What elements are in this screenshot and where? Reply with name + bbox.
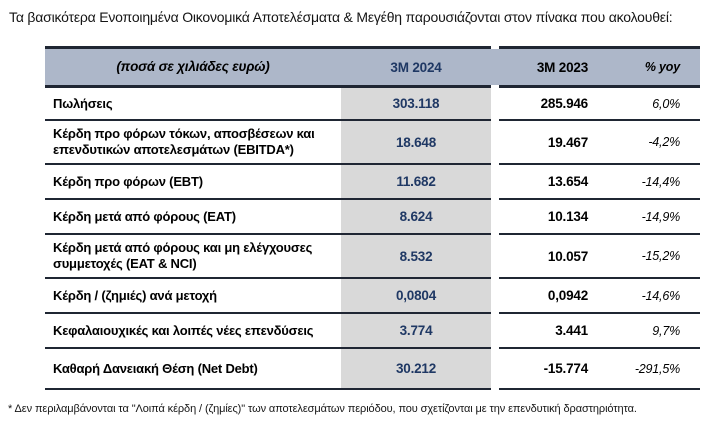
value-percent-yoy: -14,4% [611,165,700,200]
value-3m-2023: 285.946 [499,88,611,121]
value-percent-yoy: 9,7% [611,314,700,349]
footnote: * Δεν περιλαμβάνονται τα "Λοιπά κέρδη / … [8,403,637,415]
value-3m-2023: -15.774 [499,349,611,390]
value-3m-2023: 19.467 [499,121,611,165]
value-3m-2023: 10.057 [499,235,611,279]
value-percent-yoy: 6,0% [611,88,700,121]
value-3m-2024: 303.118 [341,88,491,121]
row-label: Κεφαλαιουχικές και λοιπές νέες επενδύσει… [45,314,341,349]
row-column-gap [491,279,499,314]
value-3m-2024: 18.648 [341,121,491,165]
row-column-gap [491,88,499,121]
value-3m-2023: 13.654 [499,165,611,200]
row-column-gap [491,200,499,235]
table-row: Πωλήσεις 303.118 285.946 6,0% [45,88,700,121]
value-3m-2024: 0,0804 [341,279,491,314]
row-column-gap [491,165,499,200]
row-label: Πωλήσεις [45,88,341,121]
row-label: Καθαρή Δανειακή Θέση (Net Debt) [45,349,341,390]
value-3m-2023: 0,0942 [499,279,611,314]
value-3m-2024: 8.624 [341,200,491,235]
table-row: Καθαρή Δανειακή Θέση (Net Debt) 30.212 -… [45,349,700,390]
value-3m-2023: 10.134 [499,200,611,235]
value-3m-2024: 3.774 [341,314,491,349]
table-row: Κεφαλαιουχικές και λοιπές νέες επενδύσει… [45,314,700,349]
row-label: Κέρδη μετά από φόρους και μη ελέγχουσες … [45,235,341,279]
table-body: Πωλήσεις 303.118 285.946 6,0% Κέρδη προ … [45,88,700,390]
row-label: Κέρδη προ φόρων τόκων, αποσβέσεων και επ… [45,121,341,165]
value-3m-2023: 3.441 [499,314,611,349]
row-column-gap [491,235,499,279]
row-column-gap [491,349,499,390]
table-row: Κέρδη μετά από φόρους (EAT) 8.624 10.134… [45,200,700,235]
table-row: Κέρδη προ φόρων (EBT) 11.682 13.654 -14,… [45,165,700,200]
row-label: Κέρδη / (ζημιές) ανά μετοχή [45,279,341,314]
value-3m-2024: 8.532 [341,235,491,279]
value-percent-yoy: -291,5% [611,349,700,390]
row-label: Κέρδη προ φόρων (EBT) [45,165,341,200]
table-row: Κέρδη προ φόρων τόκων, αποσβέσεων και επ… [45,121,700,165]
table-header-row: (ποσά σε χιλιάδες ευρώ) 3M 2024 3M 2023 … [45,46,700,88]
header-3m-2023: 3M 2023 [499,46,611,88]
financial-results-table: (ποσά σε χιλιάδες ευρώ) 3M 2024 3M 2023 … [45,46,700,390]
value-percent-yoy: -4,2% [611,121,700,165]
value-3m-2024: 11.682 [341,165,491,200]
value-3m-2024: 30.212 [341,349,491,390]
header-amounts-in-thousands: (ποσά σε χιλιάδες ευρώ) [45,46,341,88]
table-row: Κέρδη μετά από φόρους και μη ελέγχουσες … [45,235,700,279]
row-label: Κέρδη μετά από φόρους (EAT) [45,200,341,235]
value-percent-yoy: -15,2% [611,235,700,279]
value-percent-yoy: -14,9% [611,200,700,235]
header-percent-yoy: % yoy [611,46,700,88]
value-percent-yoy: -14,6% [611,279,700,314]
table-row: Κέρδη / (ζημιές) ανά μετοχή 0,0804 0,094… [45,279,700,314]
header-column-gap [491,46,499,88]
row-column-gap [491,121,499,165]
row-column-gap [491,314,499,349]
page-title: Τα βασικότερα Ενοποιημένα Οικονομικά Απο… [9,9,673,25]
header-3m-2024: 3M 2024 [341,46,491,88]
